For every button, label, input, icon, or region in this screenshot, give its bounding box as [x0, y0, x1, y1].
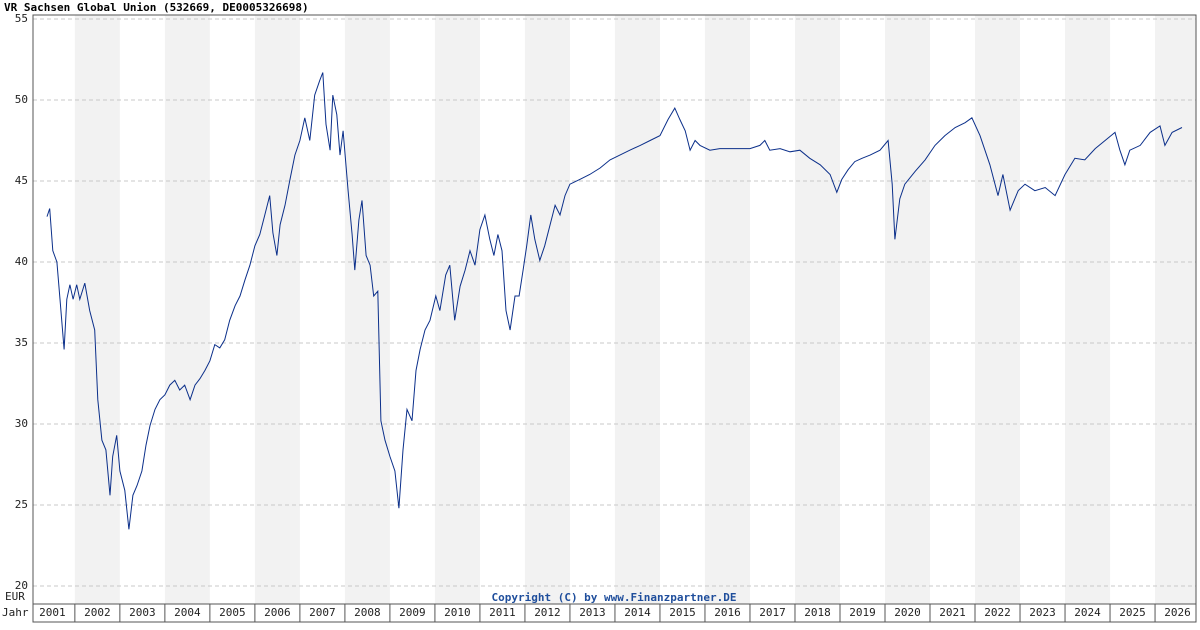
year-bands [74, 15, 1196, 604]
y-unit-label: EUR [5, 590, 25, 603]
x-tick-label: 2012 [534, 606, 561, 619]
year-band [344, 15, 390, 604]
price-line [46, 72, 1183, 530]
x-tick-label: 2017 [759, 606, 786, 619]
x-tick-label: 2018 [804, 606, 831, 619]
copyright: Copyright (C) by www.Finanzpartner.DE [491, 591, 736, 604]
y-tick-label: 55 [15, 12, 28, 25]
x-tick-label: 2022 [984, 606, 1011, 619]
lines [46, 72, 1183, 530]
x-tick-label: 2024 [1074, 606, 1101, 619]
year-band [434, 15, 480, 604]
year-band [975, 15, 1021, 604]
y-tick-label: 45 [15, 174, 28, 187]
x-tick-label: 2016 [714, 606, 741, 619]
x-tick-label: 2014 [624, 606, 651, 619]
x-tick-label: 2026 [1164, 606, 1191, 619]
year-band [524, 15, 570, 604]
y-tick-label: 40 [15, 255, 28, 268]
year-band [704, 15, 750, 604]
x-tick-label: 2002 [84, 606, 111, 619]
year-band [254, 15, 300, 604]
x-tick-label: 2023 [1029, 606, 1056, 619]
x-tick-label: 2007 [309, 606, 336, 619]
x-tick-label: 2003 [129, 606, 156, 619]
x-tick-label: 2009 [399, 606, 426, 619]
x-tick-label: 2006 [264, 606, 291, 619]
x-tick-label: 2008 [354, 606, 381, 619]
year-band [1155, 15, 1196, 604]
year-strip [32, 603, 1197, 623]
year-band [794, 15, 840, 604]
y-tick-label: 35 [15, 336, 28, 349]
x-axis-label: Jahr [2, 606, 29, 619]
x-tick-label: 2011 [489, 606, 516, 619]
x-tick-label: 2020 [894, 606, 921, 619]
x-tick-label: 2004 [174, 606, 201, 619]
year-band [164, 15, 210, 604]
year-band [74, 15, 120, 604]
y-tick-label: 30 [15, 417, 28, 430]
y-tick-label: 25 [15, 498, 28, 511]
x-tick-label: 2005 [219, 606, 246, 619]
y-tick-label: 50 [15, 93, 28, 106]
chart-title: VR Sachsen Global Union (532669, DE00053… [4, 1, 309, 14]
x-tick-label: 2019 [849, 606, 876, 619]
x-tick-label: 2001 [39, 606, 66, 619]
x-tick-label: 2010 [444, 606, 471, 619]
year-band [1065, 15, 1111, 604]
y-tick-label: 20 [15, 579, 28, 592]
year-band [884, 15, 931, 604]
year-band [614, 15, 660, 604]
x-tick-label: 2021 [939, 606, 966, 619]
x-tick-label: 2025 [1119, 606, 1146, 619]
x-tick-label: 2013 [579, 606, 606, 619]
grid [33, 18, 1196, 622]
x-tick-label: 2015 [669, 606, 696, 619]
